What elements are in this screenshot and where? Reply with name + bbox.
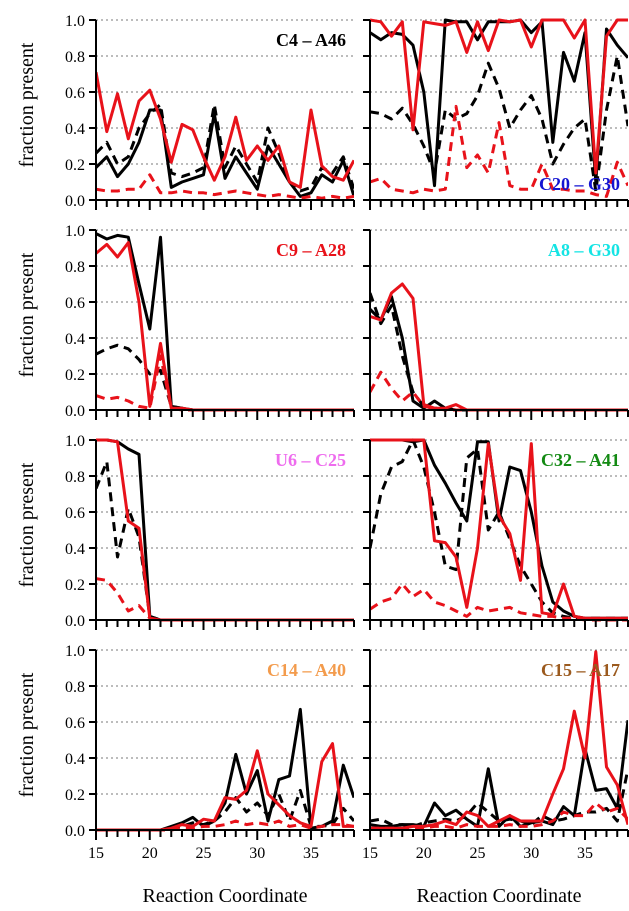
panel-8: 15 20 25 30 35 C15 – A17 [362,649,629,862]
series-line-black-dashed [96,103,354,193]
y-tick-label: 1.0 [65,433,85,450]
series-line-red-solid [370,282,628,412]
panel-label: A8 – G30 [548,240,620,260]
y-tick-label: 0.8 [65,469,85,486]
x-tick-label: 15 [88,845,104,862]
x-tick-label: 30 [249,845,265,862]
y-tick-label: 0.0 [65,193,85,210]
panel-3: 0.0 0.2 0.4 0.6 0.8 1.0 C9 – A28 [65,223,355,420]
series-line-black-solid [96,108,354,198]
series-line-red-solid [370,650,628,830]
x-tick-label: 30 [523,845,539,862]
y-tick-label: 0.6 [65,715,85,732]
x-axis-title-right: Reaction Coordinate [417,885,582,907]
y-tick-label: 0.0 [65,403,85,420]
x-tick-label: 35 [577,845,593,862]
series-line-black-solid [96,232,354,412]
series-line-red-dashed [370,104,628,198]
x-tick-label: 15 [362,845,378,862]
panel-1: 0.0 0.2 0.4 0.6 0.8 1.0 C4 – A46 [65,13,355,210]
y-tick-label: 1.0 [65,643,85,660]
series-line-black-dashed [370,292,628,412]
axis-titles: fraction present fraction present fracti… [16,42,582,907]
y-tick-label: 0.4 [65,121,85,138]
series-group [96,232,354,412]
series-line-red-dashed [96,577,354,622]
y-tick-label: 0.6 [65,85,85,102]
panel-7: 0.0 0.2 0.4 0.6 0.8 1.0 15 20 25 30 35 C14 – A40 [65,643,355,862]
panel-6: C32 – A41 [363,438,629,630]
x-tick-label: 25 [470,845,486,862]
y-axis-title-row-1: fraction present [16,42,38,167]
y-tick-label: 0.4 [65,751,85,768]
panel-5: 0.0 0.2 0.4 0.6 0.8 1.0 U6 – C25 [65,433,355,630]
y-tick-label: 0.8 [65,679,85,696]
y-axis-title-row-4: fraction present [16,672,38,797]
x-tick-label: 25 [196,845,212,862]
series-line-red-dashed [96,354,354,412]
y-tick-label: 0.8 [65,49,85,66]
y-tick-label: 0.6 [65,505,85,522]
series-line-black-solid [370,295,628,412]
x-tick-label: 20 [416,845,432,862]
panel-label: U6 – C25 [275,450,346,470]
y-axis-title-row-2: fraction present [16,252,38,377]
x-tick-label: 20 [142,845,158,862]
y-tick-label: 0.4 [65,541,85,558]
series-group [370,282,628,412]
panel-label: C32 – A41 [541,450,620,470]
series-line-black-solid [370,18,628,188]
panel-2: C20 – G30 [363,18,629,210]
y-tick-label: 0.0 [65,613,85,630]
y-tick-label: 0.8 [65,259,85,276]
y-tick-label: 0.2 [65,157,85,174]
y-tick-label: 0.0 [65,823,85,840]
series-line-black-dashed [370,768,628,828]
series-line-black-solid [96,707,354,832]
y-axis-title-row-3: fraction present [16,462,38,587]
panel-label: C14 – A40 [267,660,346,680]
series-group [96,71,354,200]
series-group [370,18,628,198]
y-tick-label: 1.0 [65,223,85,240]
series-group [370,650,628,830]
series-line-red-dashed [370,582,628,622]
panel-label: C9 – A28 [276,240,346,260]
y-tick-label: 1.0 [65,13,85,30]
series-line-red-solid [96,71,354,189]
panel-label: C20 – G30 [539,174,620,194]
series-line-black-dashed [96,343,354,412]
panel-4: A8 – G30 [363,229,629,420]
series-line-red-solid [370,18,628,175]
series-group [96,707,354,832]
y-tick-label: 0.6 [65,295,85,312]
y-tick-label: 0.2 [65,787,85,804]
series-line-red-solid [96,742,354,832]
panel-label: C15 – A17 [541,660,620,680]
y-tick-label: 0.4 [65,331,85,348]
panel-label: C4 – A46 [276,30,346,50]
series-line-black-dashed [96,460,354,622]
y-tick-label: 0.2 [65,367,85,384]
series-line-red-solid [370,438,628,620]
x-tick-label: 35 [303,845,319,862]
x-axis-title-left: Reaction Coordinate [143,885,308,907]
y-tick-label: 0.2 [65,577,85,594]
